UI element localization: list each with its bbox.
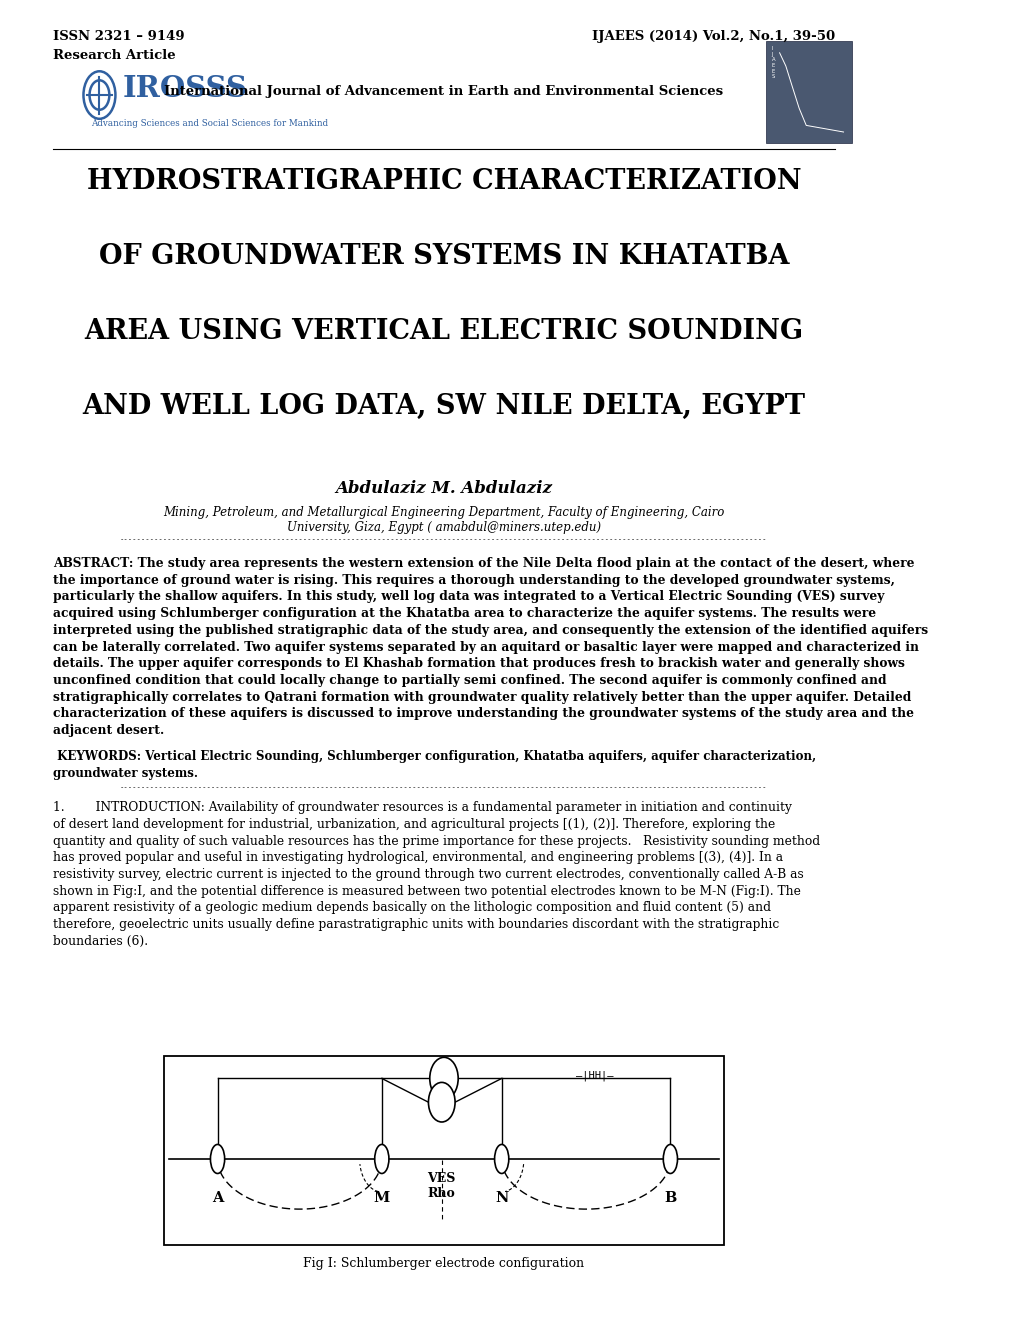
Text: N: N xyxy=(494,1191,507,1205)
Text: V: V xyxy=(437,1097,445,1107)
Text: A: A xyxy=(212,1191,223,1205)
Text: M: M xyxy=(373,1191,389,1205)
Text: groundwater systems.: groundwater systems. xyxy=(53,767,198,780)
Text: ISSN 2321 – 9149: ISSN 2321 – 9149 xyxy=(53,30,184,44)
Text: —|HH|—: —|HH|— xyxy=(576,1071,613,1081)
Text: --------------------------------------------------------------------------------: ----------------------------------------… xyxy=(120,536,767,543)
Ellipse shape xyxy=(662,1144,677,1173)
Text: Research Article: Research Article xyxy=(53,49,175,62)
Text: AND WELL LOG DATA, SW NILE DELTA, EGYPT: AND WELL LOG DATA, SW NILE DELTA, EGYPT xyxy=(83,393,805,420)
Circle shape xyxy=(429,1057,458,1100)
Text: IROSSS: IROSSS xyxy=(122,74,248,103)
Text: Fig I: Schlumberger electrode configuration: Fig I: Schlumberger electrode configurat… xyxy=(303,1257,584,1270)
Text: KEYWORDS: Vertical Electric Sounding, Schlumberger configuration, Khatatba aquif: KEYWORDS: Vertical Electric Sounding, Sc… xyxy=(53,750,815,763)
Ellipse shape xyxy=(374,1144,388,1173)
Text: IJAEES (2014) Vol.2, No.1, 39-50: IJAEES (2014) Vol.2, No.1, 39-50 xyxy=(591,30,834,44)
Text: Abdulaziz M. Abdulaziz: Abdulaziz M. Abdulaziz xyxy=(335,480,552,498)
Text: Advancing Sciences and Social Sciences for Mankind: Advancing Sciences and Social Sciences f… xyxy=(92,119,328,128)
Text: B: B xyxy=(663,1191,676,1205)
Text: I: I xyxy=(441,1072,446,1085)
Text: AREA USING VERTICAL ELECTRIC SOUNDING: AREA USING VERTICAL ELECTRIC SOUNDING xyxy=(85,318,803,345)
Text: HYDROSTRATIGRAPHIC CHARACTERIZATION: HYDROSTRATIGRAPHIC CHARACTERIZATION xyxy=(87,168,801,194)
Bar xyxy=(164,1056,722,1245)
Text: ABSTRACT: The study area represents the western extension of the Nile Delta floo: ABSTRACT: The study area represents the … xyxy=(53,557,927,737)
Text: VES
Rho: VES Rho xyxy=(427,1172,455,1200)
Text: Mining, Petroleum, and Metallurgical Engineering Department, Faculty of Engineer: Mining, Petroleum, and Metallurgical Eng… xyxy=(163,506,723,519)
Text: University, Giza, Egypt ( amabdul@miners.utep.edu): University, Giza, Egypt ( amabdul@miners… xyxy=(286,521,600,535)
Circle shape xyxy=(428,1082,454,1122)
Text: OF GROUNDWATER SYSTEMS IN KHATATBA: OF GROUNDWATER SYSTEMS IN KHATATBA xyxy=(99,243,789,269)
Ellipse shape xyxy=(494,1144,508,1173)
Ellipse shape xyxy=(210,1144,224,1173)
Text: --------------------------------------------------------------------------------: ----------------------------------------… xyxy=(120,784,767,791)
Bar xyxy=(765,41,852,143)
Text: 1.        INTRODUCTION: Availability of groundwater resources is a fundamental p: 1. INTRODUCTION: Availability of groundw… xyxy=(53,801,819,948)
Text: I
J
A
E
E
S: I J A E E S xyxy=(770,46,774,79)
Text: International Journal of Advancement in Earth and Environmental Sciences: International Journal of Advancement in … xyxy=(164,84,722,98)
